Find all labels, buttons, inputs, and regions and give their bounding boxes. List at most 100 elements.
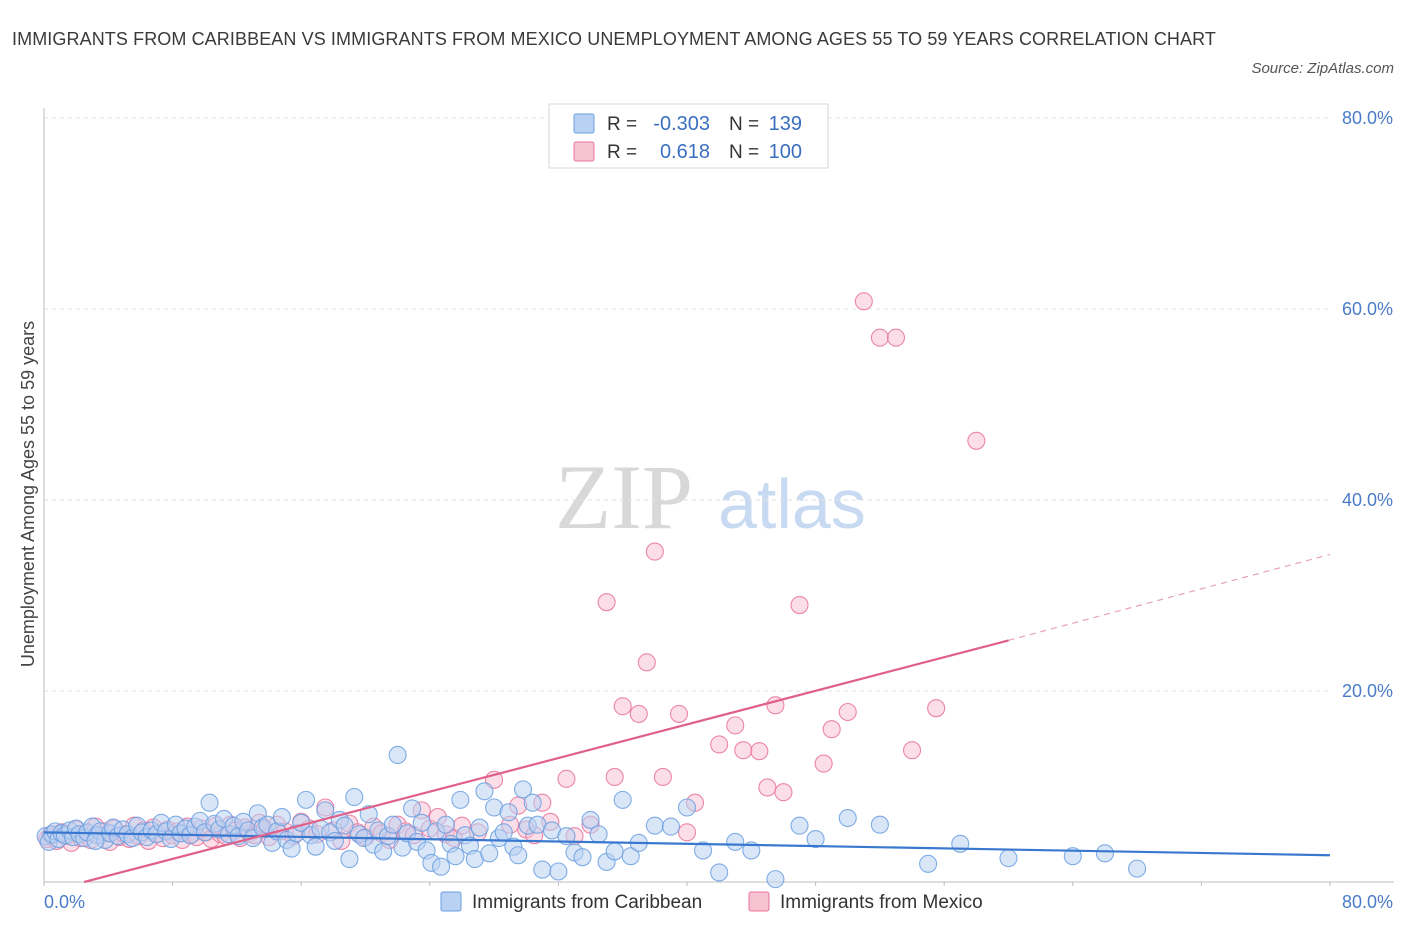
caribbean-point-74 bbox=[374, 842, 393, 861]
caribbean-point-67 bbox=[340, 850, 359, 869]
caribbean-point-53 bbox=[272, 808, 291, 827]
mexico-point-98 bbox=[774, 783, 793, 802]
mexico-point-95 bbox=[750, 742, 769, 761]
mexico-point-89 bbox=[669, 704, 689, 723]
mexico-point-94 bbox=[734, 741, 753, 760]
caribbean-point-107 bbox=[533, 860, 552, 879]
caribbean-point-129 bbox=[806, 829, 825, 849]
mexico-point-101 bbox=[822, 720, 841, 739]
source-credit: Source: ZipAtlas.com bbox=[1251, 60, 1394, 77]
caribbean-point-124 bbox=[710, 863, 729, 882]
caribbean-point-96 bbox=[480, 844, 499, 863]
mexico-point-100 bbox=[814, 754, 833, 773]
grid-lines bbox=[44, 117, 1330, 692]
mexico-point-105 bbox=[886, 328, 906, 347]
bottom-legend-label-caribbean: Immigrants from Caribbean bbox=[472, 892, 702, 913]
mexico-point-102 bbox=[838, 702, 857, 722]
y-tick-label-1: 40.0% bbox=[1342, 490, 1393, 510]
mexico-point-108 bbox=[967, 431, 986, 450]
mexico-point-79 bbox=[557, 769, 576, 788]
caribbean-point-121 bbox=[661, 817, 680, 836]
caribbean-point-125 bbox=[726, 832, 745, 851]
caribbean-point-123 bbox=[694, 841, 713, 860]
caribbean-point-66 bbox=[335, 816, 354, 835]
caribbean-point-60 bbox=[306, 837, 325, 856]
caribbean-point-113 bbox=[581, 810, 600, 829]
legend-n-label-caribbean: N = bbox=[729, 114, 759, 135]
caribbean-point-95 bbox=[475, 782, 494, 801]
legend-r-value-caribbean: -0.303 bbox=[653, 113, 710, 135]
caribbean-point-130 bbox=[838, 808, 857, 828]
mexico-points bbox=[38, 292, 986, 852]
mexico-point-82 bbox=[597, 593, 616, 612]
y-tick-labels: 20.0% 40.0% 60.0% 80.0% bbox=[1342, 108, 1393, 701]
caribbean-point-87 bbox=[436, 815, 455, 834]
caribbean-point-89 bbox=[446, 847, 465, 866]
bottom-legend-swatch-mexico bbox=[748, 891, 770, 912]
caribbean-point-120 bbox=[645, 816, 664, 835]
mexico-trend-line bbox=[83, 639, 1009, 884]
legend-swatch-mexico bbox=[573, 141, 595, 162]
caribbean-point-110 bbox=[557, 827, 576, 846]
axes bbox=[43, 108, 1394, 886]
legend-box: R = -0.303 N = 139 R = 0.618 N = 100 bbox=[548, 103, 829, 169]
legend-r-label-mexico: R = bbox=[607, 142, 637, 163]
caribbean-point-114 bbox=[589, 825, 608, 844]
caribbean-point-68 bbox=[345, 787, 364, 807]
caribbean-point-102 bbox=[509, 846, 528, 865]
caribbean-point-135 bbox=[1063, 847, 1082, 866]
mexico-point-83 bbox=[605, 767, 624, 787]
watermark-zip: ZIP bbox=[555, 446, 693, 548]
caribbean-point-38 bbox=[200, 793, 219, 812]
caribbean-point-76 bbox=[383, 815, 402, 834]
y-axis-label: Unemployment Among Ages 55 to 59 years bbox=[18, 321, 38, 667]
y-tick-label-2: 60.0% bbox=[1342, 299, 1393, 319]
trend-lines bbox=[43, 553, 1331, 884]
caribbean-point-128 bbox=[790, 816, 809, 835]
legend-r-value-mexico: 0.618 bbox=[660, 141, 710, 163]
legend-r-label-caribbean: R = bbox=[607, 114, 637, 135]
caribbean-point-112 bbox=[573, 848, 592, 867]
chart-title: IMMIGRANTS FROM CARIBBEAN VS IMMIGRANTS … bbox=[12, 29, 1216, 49]
caribbean-point-136 bbox=[1128, 859, 1147, 878]
mexico-point-90 bbox=[677, 823, 697, 842]
y-tick-label-3: 80.0% bbox=[1342, 108, 1393, 128]
caribbean-point-138 bbox=[86, 831, 105, 850]
caribbean-point-82 bbox=[412, 813, 431, 832]
caribbean-point-86 bbox=[432, 857, 451, 876]
mexico-point-104 bbox=[870, 328, 889, 347]
x-tick-label-1: 80.0% bbox=[1342, 892, 1393, 912]
caribbean-point-55 bbox=[282, 839, 301, 858]
caribbean-point-99 bbox=[494, 823, 513, 842]
x-tick-labels: 0.0% 80.0% bbox=[44, 892, 1393, 912]
mexico-point-92 bbox=[710, 735, 729, 754]
caribbean-point-71 bbox=[359, 805, 378, 824]
caribbean-point-103 bbox=[513, 780, 533, 799]
caribbean-point-90 bbox=[451, 790, 470, 809]
caribbean-point-131 bbox=[870, 815, 889, 834]
caribbean-point-122 bbox=[677, 798, 697, 817]
caribbean-point-116 bbox=[605, 842, 624, 861]
mexico-point-88 bbox=[653, 767, 672, 787]
caribbean-point-126 bbox=[742, 841, 761, 860]
caribbean-point-105 bbox=[523, 793, 542, 812]
watermark-atlas: atlas bbox=[718, 465, 866, 543]
caribbean-point-58 bbox=[296, 790, 316, 809]
bottom-legend: Immigrants from Caribbean Immigrants fro… bbox=[440, 891, 983, 913]
mexico-point-106 bbox=[902, 741, 922, 760]
caribbean-point-64 bbox=[325, 831, 345, 850]
caribbean-point-132 bbox=[919, 854, 938, 873]
legend-n-value-caribbean: 139 bbox=[769, 113, 802, 135]
caribbean-points bbox=[36, 745, 1147, 889]
caribbean-point-127 bbox=[766, 870, 785, 889]
bottom-legend-swatch-caribbean bbox=[440, 891, 462, 912]
mexico-trend-extension bbox=[1008, 553, 1331, 641]
bottom-legend-label-mexico: Immigrants from Mexico bbox=[780, 892, 983, 913]
caribbean-point-137 bbox=[1095, 844, 1114, 863]
mexico-point-93 bbox=[726, 716, 745, 735]
mexico-point-87 bbox=[645, 542, 664, 561]
caribbean-point-118 bbox=[621, 847, 640, 866]
legend-n-label-mexico: N = bbox=[729, 142, 759, 163]
mexico-point-84 bbox=[613, 697, 632, 716]
